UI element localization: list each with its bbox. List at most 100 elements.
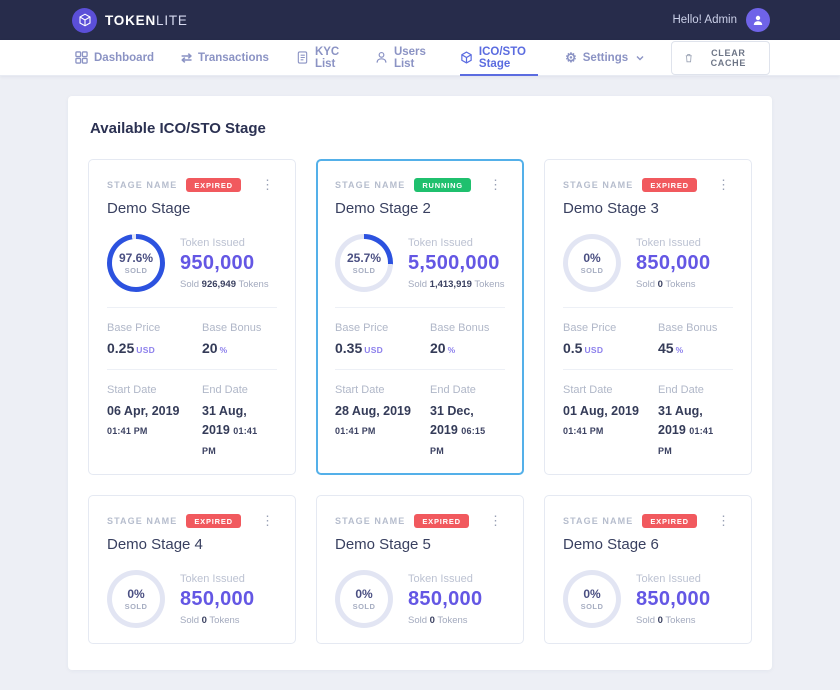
progress-ring: 0% SOLD: [335, 570, 393, 629]
sold-tokens-line: Sold 1,413,919 Tokens: [408, 278, 505, 290]
stage-card: STAGE NAME EXPIRED ⋮ Demo Stage 5 0% SOL…: [316, 495, 524, 645]
stage-title: Demo Stage 4: [107, 536, 203, 554]
end-time-value: 06:15 PM: [430, 426, 486, 456]
page-title: Available ICO/STO Stage: [90, 120, 266, 137]
kebab-menu-icon[interactable]: ⋮: [717, 513, 730, 529]
price-section: Base Price 0.25 USD Base Bonus 20%: [107, 307, 277, 369]
admin-avatar[interactable]: [746, 8, 770, 32]
end-date-value: 31 Dec, 2019: [430, 404, 474, 438]
progress-ring: 97.6% SOLD: [107, 234, 165, 292]
status-badge: EXPIRED: [642, 513, 697, 528]
base-bonus-unit: %: [675, 345, 684, 355]
trash-icon: [685, 53, 692, 62]
sold-percent: 0%: [583, 587, 601, 602]
stage-grid: STAGE NAME EXPIRED ⋮ Demo Stage 97.6% SO…: [88, 159, 752, 645]
card-header: STAGE NAME EXPIRED ⋮: [563, 176, 733, 193]
date-section: Start Date 06 Apr, 2019 01:41 PM End Dat…: [107, 369, 277, 473]
nav-label: Settings: [582, 51, 629, 64]
token-issued-block: Token Issued 850,000 Sold 0 Tokens: [636, 237, 710, 290]
user-icon: [376, 51, 387, 63]
date-section: Start Date 28 Aug, 2019 01:41 PM End Dat…: [335, 369, 505, 473]
clear-cache-label: CLEAR CACHE: [710, 47, 747, 68]
kebab-menu-icon[interactable]: ⋮: [489, 177, 502, 192]
end-date-value: 31 Aug, 2019: [202, 404, 247, 438]
sold-tokens-value: 0: [657, 278, 663, 290]
nav-item-dashboard[interactable]: Dashboard: [75, 40, 154, 76]
status-badge: EXPIRED: [186, 177, 241, 192]
sold-tokens-value: 0: [201, 614, 207, 626]
swap-arrows-icon: ⇄: [181, 50, 192, 65]
nav-item-settings[interactable]: ⚙ Settings: [565, 40, 644, 76]
status-badge: EXPIRED: [642, 177, 697, 192]
sold-percent: 0%: [355, 587, 373, 602]
clear-cache-button[interactable]: CLEAR CACHE: [671, 40, 770, 75]
nav-label: Users List: [393, 45, 426, 70]
kebab-menu-icon[interactable]: ⋮: [261, 513, 274, 529]
card-details: Base Price 0.35 USD Base Bonus 20% Start …: [335, 307, 505, 473]
base-price-unit: USD: [584, 345, 604, 355]
token-issued-value: 850,000: [636, 251, 711, 274]
token-summary: 0% SOLD Token Issued 850,000 Sold 0 Toke…: [335, 553, 505, 643]
kebab-menu-icon[interactable]: ⋮: [717, 177, 730, 192]
tokenlite-cube-icon: [72, 7, 97, 33]
sold-tokens-value: 0: [657, 614, 663, 626]
card-header: STAGE NAME RUNNING ⋮: [335, 176, 505, 193]
start-time-value: 01:41 PM: [107, 426, 148, 437]
base-bonus-value: 20: [202, 340, 218, 356]
base-price-label: Base Price: [563, 322, 617, 334]
chevron-down-icon: [636, 55, 644, 60]
sold-tokens-value: 1,413,919: [429, 278, 472, 290]
status-badge: EXPIRED: [186, 513, 241, 528]
card-details: Base Price 0.5 USD Base Bonus 45% Start D…: [563, 307, 733, 473]
stage-title: Demo Stage 3: [563, 200, 659, 217]
nav-item-ico-sto-stage[interactable]: ICO/STO Stage: [459, 40, 539, 76]
price-section: Base Price 0.5 USD Base Bonus 45%: [563, 307, 733, 369]
base-bonus-unit: %: [219, 345, 228, 355]
start-time-value: 01:41 PM: [563, 426, 604, 437]
sold-label: SOLD: [124, 266, 148, 275]
sold-label: SOLD: [352, 602, 376, 612]
kebab-menu-icon[interactable]: ⋮: [261, 177, 274, 192]
nav-item-transactions[interactable]: ⇄ Transactions: [181, 40, 269, 76]
token-issued-value: 950,000: [180, 251, 255, 274]
token-issued-block: Token Issued 950,000 Sold 926,949 Tokens: [180, 237, 269, 290]
sold-label: SOLD: [124, 602, 148, 612]
nav-item-kyc-list[interactable]: KYC List: [296, 40, 348, 76]
token-issued-value: 850,000: [408, 587, 483, 610]
greeting-text: Hello! Admin: [672, 14, 737, 26]
status-badge: EXPIRED: [414, 513, 469, 528]
token-issued-label: Token Issued: [636, 572, 701, 585]
progress-ring: 0% SOLD: [107, 570, 165, 629]
token-issued-value: 850,000: [180, 587, 255, 610]
stage-card: STAGE NAME EXPIRED ⋮ Demo Stage 4 0% SOL…: [88, 495, 296, 645]
token-issued-block: Token Issued 850,000 Sold 0 Tokens: [408, 573, 482, 626]
token-issued-label: Token Issued: [180, 236, 245, 249]
stage-name-label: STAGE NAME: [335, 515, 406, 526]
main-nav: Dashboard ⇄ Transactions KYC List Users …: [0, 40, 840, 76]
sold-percent: 0%: [127, 587, 145, 602]
top-bar: TOKENLITE Hello! Admin: [0, 0, 840, 40]
end-date-label: End Date: [202, 384, 248, 396]
stage-card: STAGE NAME EXPIRED ⋮ Demo Stage 97.6% SO…: [88, 159, 296, 476]
end-date-label: End Date: [658, 384, 704, 396]
nav-label: Transactions: [197, 51, 269, 64]
nav-label: Dashboard: [94, 51, 155, 64]
base-price-label: Base Price: [107, 322, 161, 334]
kebab-menu-icon[interactable]: ⋮: [489, 513, 502, 529]
card-header: STAGE NAME EXPIRED ⋮: [335, 512, 505, 529]
stage-name-label: STAGE NAME: [335, 179, 406, 190]
token-issued-label: Token Issued: [180, 572, 245, 585]
token-summary: 97.6% SOLD Token Issued 950,000 Sold 926…: [107, 217, 277, 307]
sold-tokens-value: 0: [429, 614, 435, 626]
stage-name-label: STAGE NAME: [107, 515, 178, 526]
nav-item-users-list[interactable]: Users List: [375, 40, 433, 76]
sold-label: SOLD: [580, 602, 604, 612]
token-issued-label: Token Issued: [636, 236, 701, 249]
brand-logo[interactable]: TOKENLITE: [72, 7, 188, 33]
token-issued-value: 5,500,000: [408, 251, 500, 274]
document-icon: [297, 51, 308, 64]
base-bonus-unit: %: [447, 345, 456, 355]
end-time-value: 01:41 PM: [658, 426, 714, 456]
sold-label: SOLD: [352, 266, 376, 275]
sold-percent: 97.6%: [118, 251, 154, 265]
